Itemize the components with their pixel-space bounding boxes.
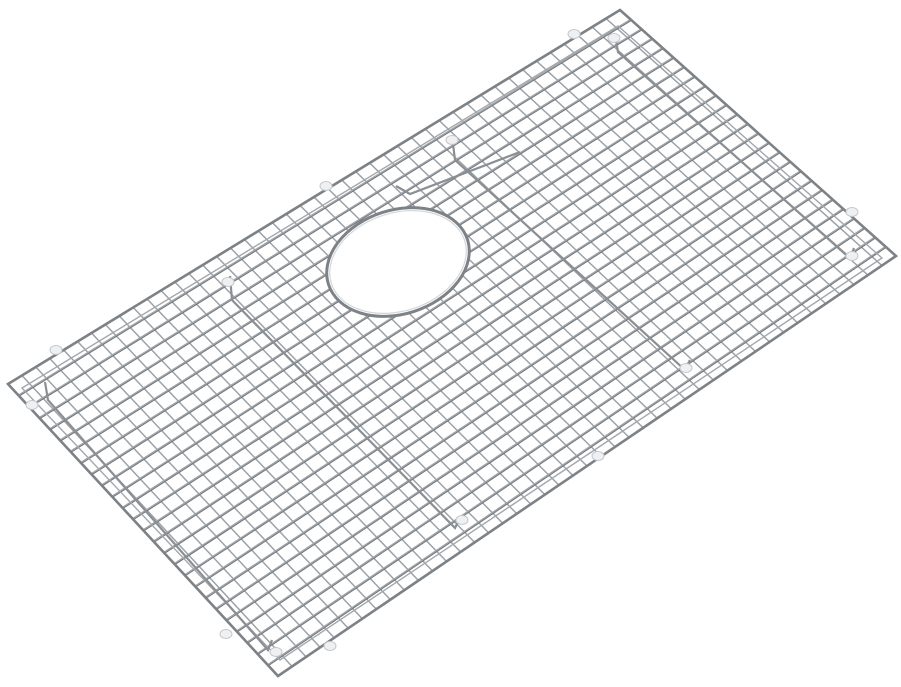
grid-wire (173, 160, 791, 565)
grid-wire (225, 208, 844, 621)
grid-wire (80, 75, 695, 464)
grid-wire (246, 227, 865, 643)
grid-wires (18, 17, 887, 668)
wire-shadow (60, 57, 675, 442)
bumper-foot (219, 629, 233, 639)
bumper-foot (49, 345, 63, 355)
wire-shadow (257, 237, 876, 655)
drain-opening-ring (325, 206, 471, 318)
wire-shadow (122, 114, 738, 509)
wire-shadow (143, 133, 760, 532)
wire-shadow (216, 199, 834, 610)
bumper-feet (25, 29, 859, 657)
grid-wire (38, 37, 653, 419)
wire-shadow (29, 29, 643, 408)
bumper-foot (269, 647, 283, 657)
bumper-foot (323, 641, 337, 651)
grid-wire (132, 122, 748, 520)
grid-wire (163, 151, 780, 554)
wire-shadow (70, 67, 685, 453)
bumper-foot (567, 29, 581, 39)
wire-shadow (164, 152, 781, 554)
wire-shadow (153, 142, 770, 543)
wire-shadow (101, 95, 717, 487)
support-rail (43, 381, 274, 653)
support-rail (395, 150, 521, 196)
bumper-foot (845, 207, 859, 217)
support-rails (43, 33, 856, 653)
grid-wire (59, 56, 674, 441)
wire-shadow (18, 19, 632, 397)
grid-wire (111, 104, 727, 497)
grid-wire (215, 198, 833, 610)
wire-shadow (133, 123, 749, 521)
bumper-foot (679, 363, 693, 373)
grid-wire (49, 47, 663, 430)
wire-shadow (112, 104, 728, 498)
wire-shadow (91, 86, 707, 476)
wire-shadow (185, 171, 802, 577)
wire-shadow (39, 38, 653, 419)
wire-shadow (236, 218, 855, 633)
grid-wire (28, 28, 642, 408)
wire-shadow (247, 227, 866, 644)
grid-wire (18, 18, 631, 396)
wire-shadow (81, 76, 696, 464)
grid-wire (184, 170, 801, 576)
grid-wire (101, 94, 716, 486)
bumper-foot (607, 33, 621, 43)
grid-wire (142, 132, 759, 531)
bumper-foot (319, 181, 333, 191)
grid-wire (69, 66, 685, 452)
grid-frame (5, 8, 899, 678)
bumper-foot (845, 251, 859, 261)
bumper-foot (221, 277, 235, 287)
grid-wire (90, 85, 706, 475)
grid-wire (153, 141, 769, 542)
wire-shadow (205, 190, 823, 599)
grid-wire (204, 189, 823, 598)
grid-wire (194, 179, 812, 587)
grid-wire (236, 217, 854, 632)
grid-wire (267, 245, 886, 666)
grid-wire (256, 236, 876, 655)
wire-shadow (268, 246, 887, 667)
bumper-foot (445, 135, 459, 145)
grid-frame-inner (20, 25, 884, 661)
wire-shadow (226, 209, 845, 622)
wire-shadow (195, 180, 813, 588)
wire-shadow (50, 48, 664, 431)
drain-opening-ring-highlight (329, 210, 467, 314)
bumper-foot (455, 515, 469, 525)
bumper-foot (591, 451, 605, 461)
wire-shadow (174, 161, 791, 565)
bumper-foot (25, 400, 39, 410)
grid-wire (121, 113, 738, 509)
